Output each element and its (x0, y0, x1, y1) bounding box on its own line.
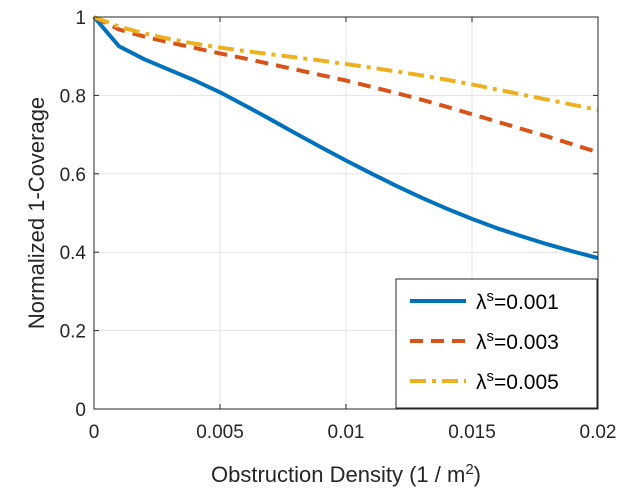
legend-label-1: λs=0.001 (476, 288, 559, 315)
y-axis-title: Normalized 1-Coverage (24, 97, 49, 329)
y-tick-label: 1 (75, 8, 86, 29)
x-tick-label: 0.015 (448, 422, 496, 443)
legend: λs=0.001 λs=0.003 λs=0.005 (395, 278, 598, 409)
series-line-2 (93, 15, 599, 155)
x-tick-label: 0.01 (328, 422, 365, 443)
y-tick-label: 0 (75, 400, 86, 421)
legend-label-3: λs=0.005 (476, 368, 559, 395)
x-axis-title: Obstruction Density (1 / m2) (211, 461, 481, 488)
series-lines (92, 15, 599, 261)
y-tick-label: 0.6 (60, 165, 86, 186)
y-tick-label: 0.2 (60, 322, 86, 343)
series-line-1 (92, 15, 599, 261)
legend-label-2: λs=0.003 (476, 328, 559, 355)
x-tick-label: 0.005 (196, 422, 244, 443)
x-tick-label: 0 (89, 422, 100, 443)
x-tick-label: 0.02 (580, 422, 617, 443)
series-line-3 (93, 15, 599, 112)
y-tick-label: 0.8 (60, 86, 86, 107)
y-tick-label: 0.4 (60, 243, 87, 264)
axis-ticks: 0 0.005 0.01 0.015 0.02 0 0.2 0.4 0.6 0.8 1 (60, 8, 617, 443)
